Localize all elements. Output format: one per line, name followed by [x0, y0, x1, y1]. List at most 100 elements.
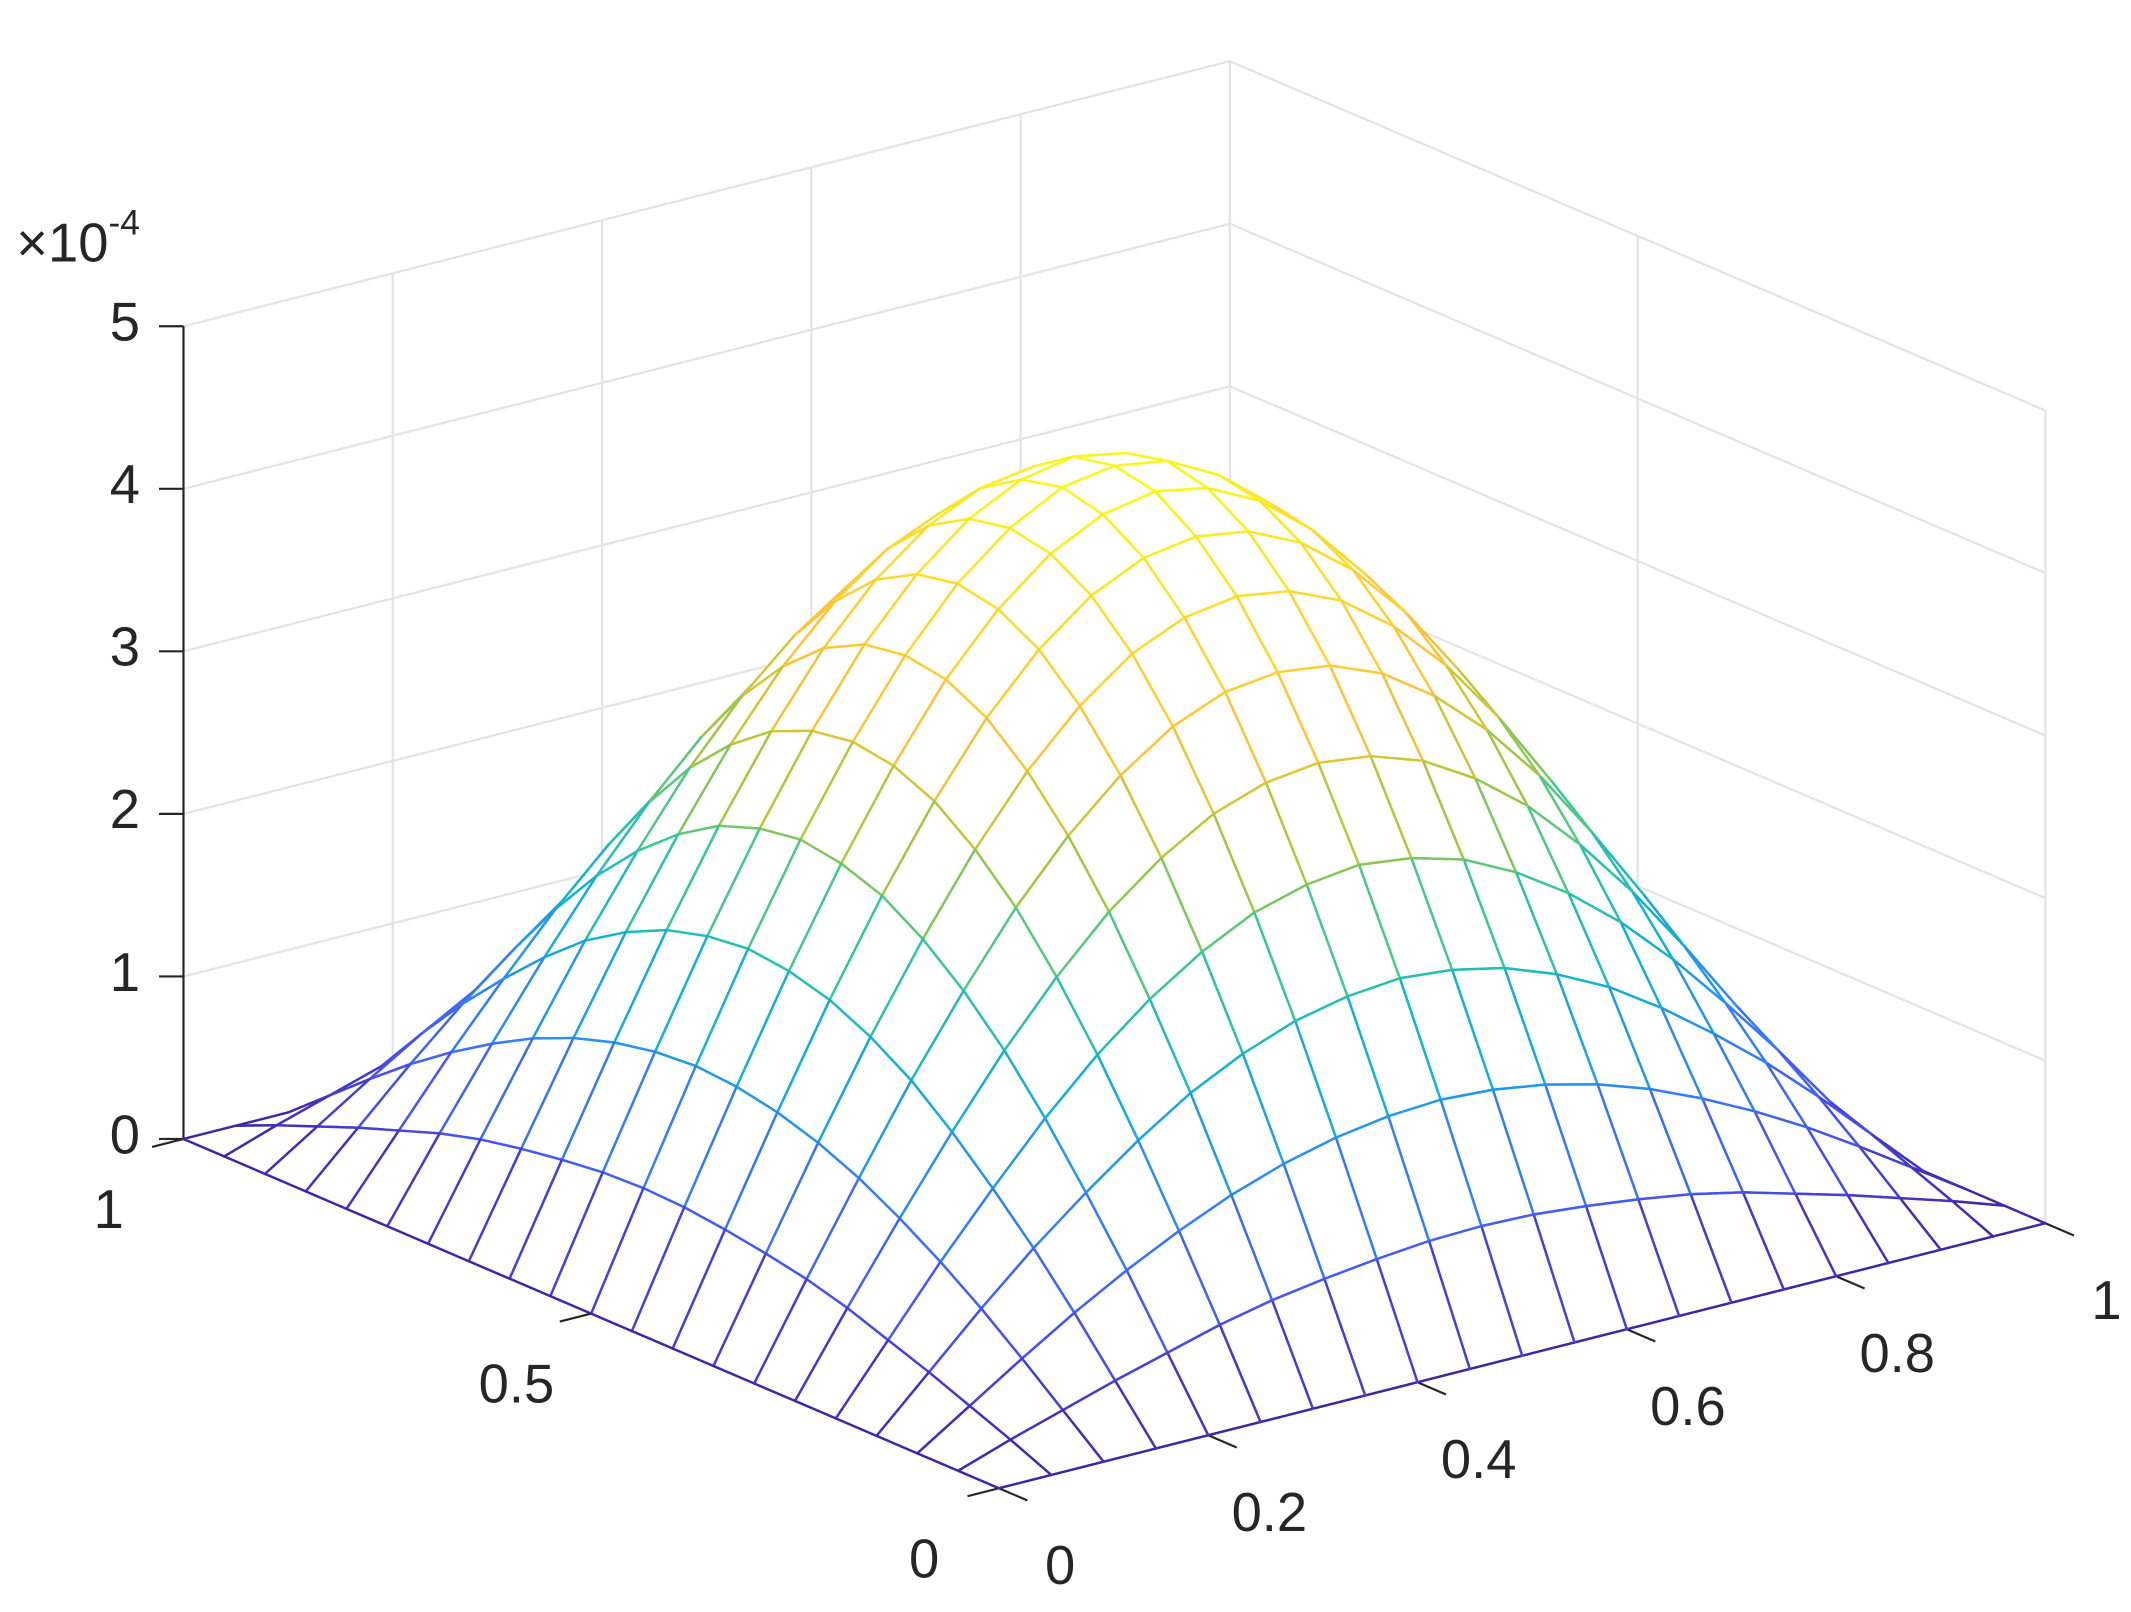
mesh-edge: [1084, 1191, 1128, 1272]
mesh-edge: [758, 729, 814, 830]
mesh-edge: [1817, 1095, 1872, 1135]
mesh-face: [748, 839, 842, 972]
mesh-edge: [1375, 1239, 1431, 1261]
mesh-face: [730, 648, 824, 745]
mesh-edge: [1346, 995, 1390, 1118]
mesh-edge: [1526, 804, 1582, 846]
mesh-edge: [1073, 1269, 1128, 1315]
mesh-edge: [1287, 589, 1343, 602]
mesh-edge: [886, 1260, 942, 1342]
mesh-edge: [1363, 1381, 1419, 1397]
mesh-face: [1138, 1093, 1232, 1232]
mesh-edge: [712, 1252, 768, 1368]
mesh-edge: [1404, 610, 1448, 667]
mesh-face: [847, 1218, 941, 1341]
mesh-edge: [531, 939, 587, 1040]
mesh-edge: [1171, 690, 1227, 728]
mesh-face: [1329, 665, 1423, 761]
mesh-edge: [1578, 843, 1634, 893]
mesh-edge: [1764, 1061, 1820, 1098]
mesh-edge: [1009, 1408, 1065, 1441]
mesh-edge: [1008, 486, 1064, 530]
mesh-edge: [863, 643, 907, 657]
mesh-edge: [892, 678, 948, 768]
mesh-face: [736, 971, 830, 1113]
mesh-face: [637, 744, 731, 852]
mesh-edge: [979, 478, 1023, 490]
mesh-face: [1586, 1199, 1680, 1330]
mesh-face: [1690, 1192, 1784, 1303]
grid-line: [183, 222, 1231, 490]
mesh-edge: [874, 573, 918, 581]
mesh-edge: [1206, 486, 1250, 533]
mesh-edge: [764, 1141, 820, 1255]
mesh-edge: [1230, 1193, 1274, 1302]
mesh-face: [1422, 760, 1517, 873]
mesh-edge: [1194, 535, 1238, 598]
mesh-face: [1102, 491, 1196, 558]
mesh-edge: [1026, 704, 1081, 773]
mesh-edge: [735, 969, 791, 1088]
x-tick: [1626, 1328, 1656, 1343]
mesh-edge: [1526, 804, 1570, 895]
mesh-face: [1725, 1002, 1819, 1097]
mesh-edge: [968, 1404, 1012, 1441]
mesh-edge: [1939, 1235, 1995, 1251]
mesh-face: [468, 1148, 562, 1279]
x-tick-label: 1: [2091, 1270, 2121, 1331]
y-tick-label: 0.5: [479, 1354, 555, 1415]
mesh-edge: [781, 599, 837, 668]
mesh-edge: [956, 1469, 1001, 1490]
mesh-face: [1254, 884, 1348, 1022]
mesh-face: [684, 1086, 778, 1230]
mesh-edge: [386, 1132, 441, 1228]
mesh-edge: [1334, 1136, 1378, 1261]
mesh-edge: [1392, 625, 1448, 667]
mesh-edge: [939, 1260, 983, 1310]
z-exponent-base: ×10: [16, 213, 108, 274]
mesh-edge: [1066, 834, 1111, 914]
mesh-edge: [1136, 1139, 1181, 1233]
mesh-face: [1184, 596, 1278, 693]
mesh-edge: [857, 1079, 913, 1180]
mesh-face: [672, 1229, 766, 1366]
mesh-edge: [1962, 1187, 2006, 1207]
mesh-face: [1097, 999, 1191, 1141]
mesh-edge: [263, 1172, 308, 1193]
mesh-face: [655, 936, 749, 1067]
mesh-edge: [449, 1042, 494, 1054]
mesh-edge: [467, 1259, 511, 1280]
mesh-edge: [1439, 1088, 1495, 1101]
mesh-edge: [479, 1037, 534, 1141]
mesh-edge: [980, 1307, 1024, 1360]
mesh-edge: [1153, 486, 1209, 493]
mesh-face: [777, 999, 871, 1143]
mesh-face: [1277, 665, 1371, 763]
mesh-edge: [688, 743, 732, 770]
mesh-face: [521, 1038, 615, 1160]
mesh-edge: [810, 729, 855, 744]
mesh-edge: [1578, 843, 1622, 924]
mesh-face: [1859, 1146, 1953, 1202]
mesh-edge: [543, 874, 598, 959]
mesh-edge: [1380, 672, 1425, 763]
mesh-face: [1609, 987, 1703, 1099]
mesh-edge: [1387, 1115, 1431, 1243]
mesh-face: [398, 1043, 492, 1134]
mesh-edge: [519, 1036, 575, 1151]
mesh-face: [759, 730, 853, 840]
mesh-edge: [991, 1117, 1047, 1190]
mesh-face: [818, 1036, 912, 1179]
mesh-edge: [1503, 966, 1559, 976]
mesh-face: [1009, 487, 1103, 554]
mesh-edge: [956, 526, 1012, 585]
mesh-edge: [1805, 1126, 1849, 1197]
mesh-edge: [601, 1050, 657, 1174]
mesh-edge: [1346, 977, 1402, 998]
mesh-edge: [409, 1051, 453, 1066]
mesh-edge: [519, 1147, 564, 1161]
mesh-edge: [676, 824, 721, 836]
mesh-edge: [583, 849, 639, 942]
mesh-edge: [886, 1338, 931, 1374]
x-tick: [1417, 1381, 1447, 1396]
